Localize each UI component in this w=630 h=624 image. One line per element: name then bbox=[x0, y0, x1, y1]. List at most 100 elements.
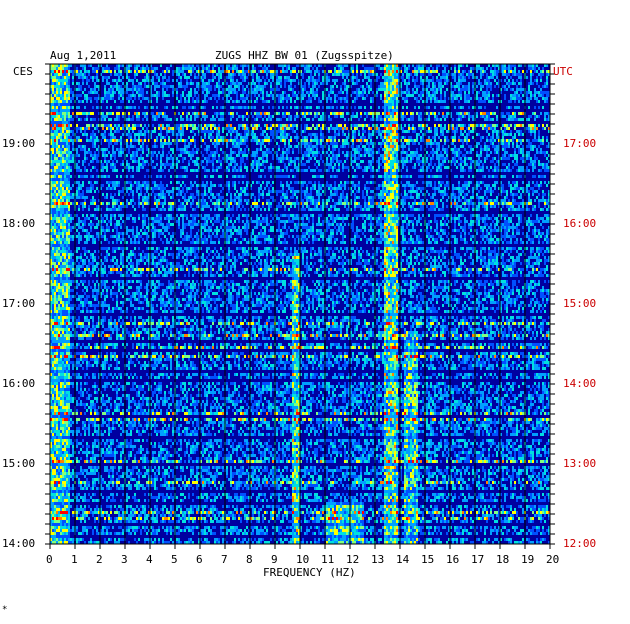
heatmap-cell bbox=[66, 109, 68, 112]
heatmap-cell bbox=[236, 130, 238, 133]
heatmap-cell bbox=[544, 163, 546, 166]
heatmap-cell bbox=[154, 139, 156, 142]
heatmap-cell bbox=[354, 124, 356, 127]
heatmap-cell bbox=[92, 67, 94, 70]
heatmap-cell bbox=[420, 70, 422, 73]
heatmap-cell bbox=[104, 133, 106, 136]
heatmap-cell bbox=[88, 85, 90, 88]
heatmap-cell bbox=[114, 157, 116, 160]
heatmap-cell bbox=[444, 70, 446, 73]
heatmap-cell bbox=[94, 154, 96, 157]
heatmap-cell bbox=[60, 88, 62, 91]
heatmap-cell bbox=[480, 154, 482, 157]
heatmap-cell bbox=[110, 163, 112, 166]
heatmap-cell bbox=[458, 112, 460, 115]
heatmap-cell bbox=[118, 79, 120, 82]
heatmap-cell bbox=[406, 73, 408, 76]
heatmap-cell bbox=[68, 127, 70, 130]
heatmap-cell bbox=[454, 97, 456, 100]
heatmap-cell bbox=[190, 79, 192, 82]
heatmap-cell bbox=[86, 157, 88, 160]
heatmap-cell bbox=[346, 91, 348, 94]
heatmap-cell bbox=[152, 145, 154, 148]
heatmap-cell bbox=[190, 82, 192, 85]
heatmap-cell bbox=[430, 130, 432, 133]
heatmap-cell bbox=[140, 91, 142, 94]
heatmap-cell bbox=[182, 157, 184, 160]
heatmap-cell bbox=[276, 136, 278, 139]
heatmap-cell bbox=[356, 145, 358, 148]
heatmap-cell bbox=[352, 133, 354, 136]
heatmap-cell bbox=[54, 145, 56, 148]
heatmap-cell bbox=[118, 127, 120, 130]
heatmap-cell bbox=[60, 100, 62, 103]
heatmap-cell bbox=[234, 151, 236, 154]
heatmap-cell bbox=[326, 157, 328, 160]
heatmap-cell bbox=[328, 70, 330, 73]
heatmap-cell bbox=[60, 70, 62, 73]
heatmap-cell bbox=[414, 166, 416, 169]
heatmap-cell bbox=[328, 166, 330, 169]
heatmap-cell bbox=[86, 97, 88, 100]
heatmap-cell bbox=[528, 142, 530, 145]
heatmap-cell bbox=[492, 70, 494, 73]
heatmap-cell bbox=[202, 67, 204, 70]
heatmap-cell bbox=[388, 148, 390, 151]
heatmap-cell bbox=[244, 133, 246, 136]
heatmap-cell bbox=[126, 142, 128, 145]
heatmap-cell bbox=[70, 97, 72, 100]
heatmap-cell bbox=[396, 139, 398, 142]
heatmap-cell bbox=[436, 76, 438, 79]
heatmap-cell bbox=[60, 145, 62, 148]
heatmap-cell bbox=[372, 154, 374, 157]
heatmap-cell bbox=[318, 79, 320, 82]
heatmap-cell bbox=[394, 85, 396, 88]
heatmap-cell bbox=[458, 79, 460, 82]
heatmap-cell bbox=[182, 85, 184, 88]
heatmap-cell bbox=[92, 124, 94, 127]
heatmap-cell bbox=[138, 136, 140, 139]
heatmap-cell bbox=[132, 115, 134, 118]
heatmap-cell bbox=[432, 91, 434, 94]
heatmap-cell bbox=[96, 100, 98, 103]
heatmap-cell bbox=[516, 157, 518, 160]
heatmap-cell bbox=[472, 115, 474, 118]
heatmap-cell bbox=[452, 97, 454, 100]
heatmap-cell bbox=[108, 133, 110, 136]
heatmap-cell bbox=[344, 145, 346, 148]
heatmap-cell bbox=[304, 88, 306, 91]
heatmap-cell bbox=[516, 160, 518, 163]
heatmap-cell bbox=[280, 85, 282, 88]
heatmap-cell bbox=[58, 94, 60, 97]
heatmap-cell bbox=[204, 88, 206, 91]
heatmap-cell bbox=[504, 142, 506, 145]
heatmap-cell bbox=[290, 163, 292, 166]
heatmap-cell bbox=[422, 67, 424, 70]
heatmap-cell bbox=[132, 79, 134, 82]
heatmap-cell bbox=[118, 91, 120, 94]
heatmap-cell bbox=[68, 163, 70, 166]
heatmap-cell bbox=[392, 121, 394, 124]
heatmap-cell bbox=[420, 148, 422, 151]
heatmap-cell bbox=[370, 112, 372, 115]
heatmap-cell bbox=[286, 151, 288, 154]
heatmap-cell bbox=[410, 94, 412, 97]
heatmap-cell bbox=[292, 124, 294, 127]
heatmap-cell bbox=[78, 85, 80, 88]
heatmap-cell bbox=[414, 73, 416, 76]
heatmap-cell bbox=[108, 160, 110, 163]
heatmap-cell bbox=[512, 94, 514, 97]
heatmap-cell bbox=[380, 130, 382, 133]
heatmap-cell bbox=[364, 154, 366, 157]
heatmap-cell bbox=[396, 76, 398, 79]
heatmap-cell bbox=[60, 148, 62, 151]
heatmap-cell bbox=[182, 139, 184, 142]
heatmap-cell bbox=[92, 133, 94, 136]
heatmap-cell bbox=[372, 112, 374, 115]
heatmap-cell bbox=[538, 94, 540, 97]
heatmap-cell bbox=[516, 73, 518, 76]
heatmap-cell bbox=[508, 163, 510, 166]
heatmap-cell bbox=[316, 94, 318, 97]
heatmap-cell bbox=[528, 97, 530, 100]
heatmap-cell bbox=[488, 154, 490, 157]
